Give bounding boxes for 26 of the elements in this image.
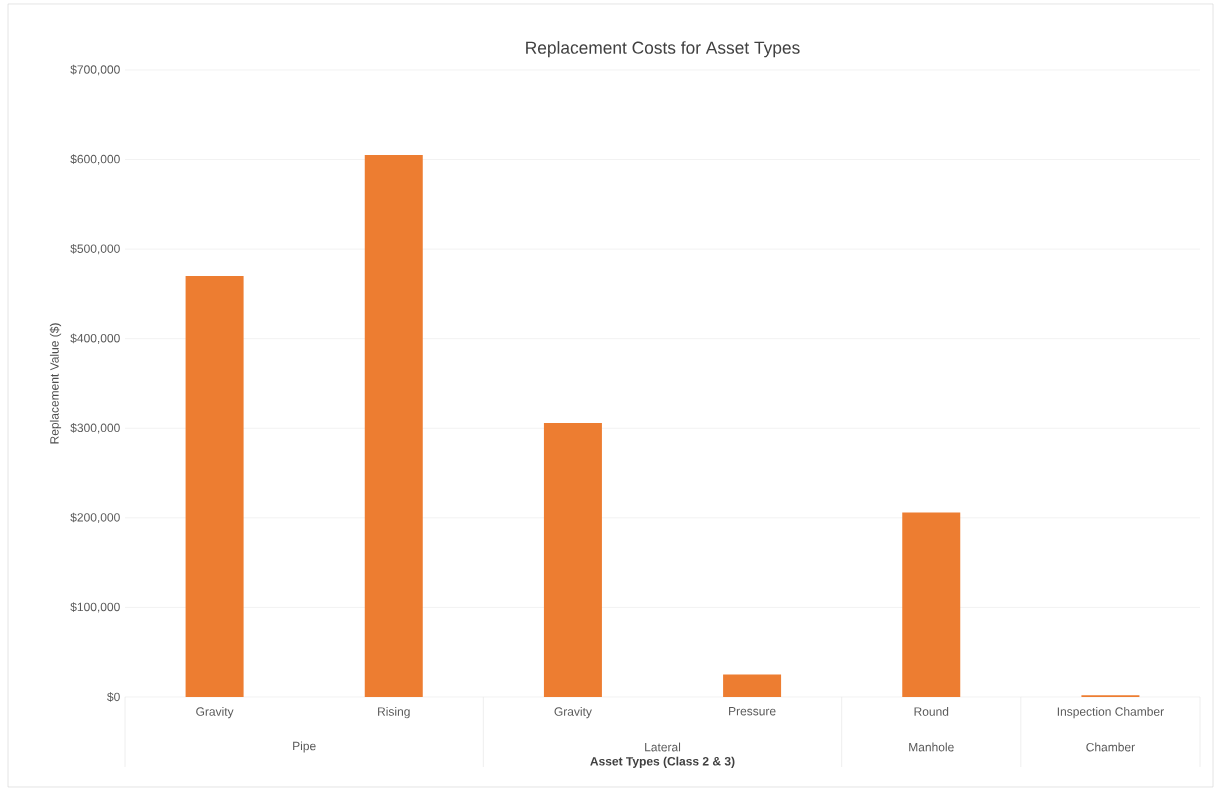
bar [543, 422, 602, 697]
y-tick-label: $400,000 [70, 333, 120, 344]
y-tick-label: $100,000 [70, 602, 120, 613]
y-axis-title: Replacement Value ($) [49, 323, 62, 444]
y-tick-label: $600,000 [70, 154, 120, 165]
x-tick-label: Inspection Chamber [1057, 707, 1164, 719]
text: Chamber [1086, 742, 1135, 752]
x-tick-label: Pressure [729, 707, 776, 716]
bar [723, 674, 782, 697]
bar [902, 512, 961, 697]
bar [185, 276, 244, 697]
chart-title: Replacement Costs for Asset Types [526, 41, 800, 58]
text: Lateral [645, 742, 681, 752]
x-tick-label: Rising [378, 707, 410, 719]
text: Pipe [293, 741, 316, 753]
y-tick-label: $300,000 [70, 423, 120, 434]
x-tick-label: Round [914, 707, 949, 716]
y-tick-label: $200,000 [70, 512, 120, 524]
y-tick-label: $0 [107, 692, 120, 702]
y-tick-label: $500,000 [70, 243, 120, 255]
x-tick-label: Gravity [554, 707, 592, 719]
text: Manhole [909, 742, 954, 752]
x-axis-title: Asset Types (Class 2 & 3) [590, 756, 735, 768]
x-tick-label: Gravity [196, 707, 234, 719]
y-tick-label: $700,000 [70, 64, 120, 76]
bar [364, 155, 423, 697]
